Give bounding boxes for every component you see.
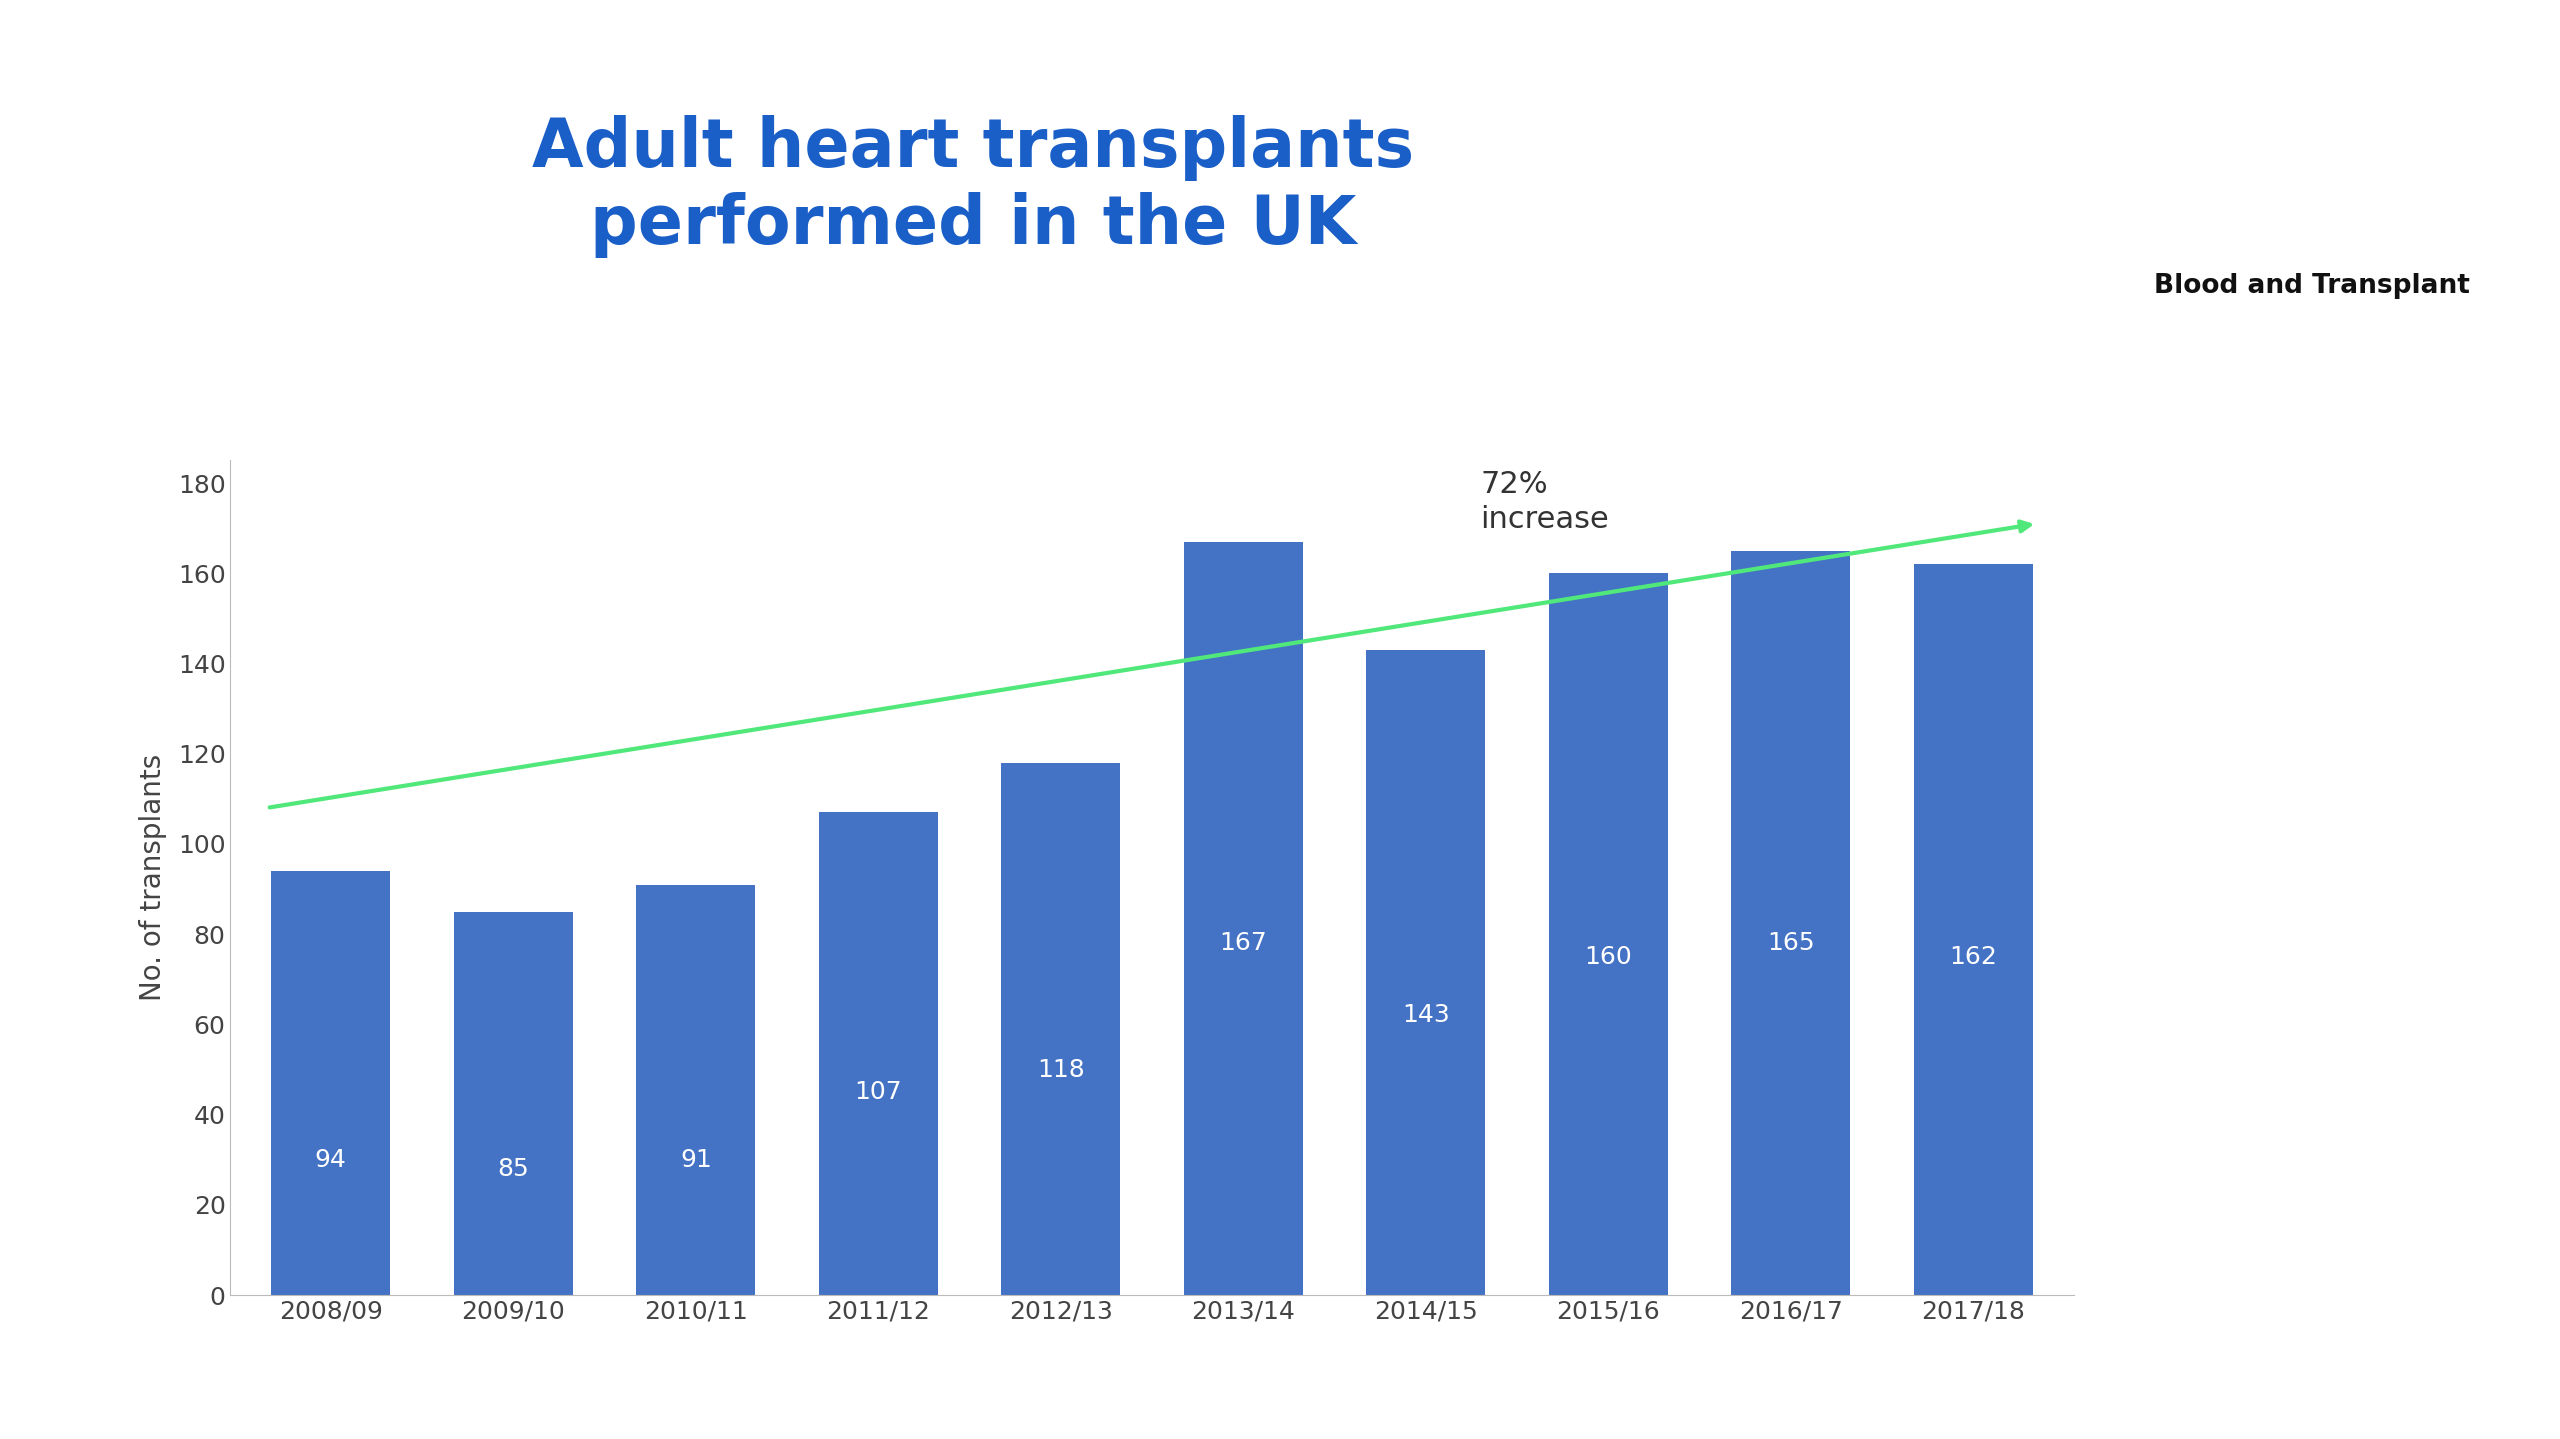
Text: 143: 143 bbox=[1403, 1003, 1449, 1027]
Text: Blood and Transplant: Blood and Transplant bbox=[2153, 273, 2470, 299]
Bar bbox=[1367, 650, 1485, 1295]
Text: 91: 91 bbox=[681, 1148, 712, 1171]
Bar bbox=[1001, 763, 1121, 1295]
Text: Adult heart transplants
performed in the UK: Adult heart transplants performed in the… bbox=[532, 115, 1413, 258]
Text: 107: 107 bbox=[855, 1081, 901, 1104]
Bar bbox=[1915, 564, 2033, 1295]
Y-axis label: No. of transplants: No. of transplants bbox=[138, 754, 166, 1002]
Bar bbox=[271, 871, 389, 1295]
Bar bbox=[453, 912, 573, 1295]
Text: 85: 85 bbox=[497, 1157, 530, 1181]
Bar bbox=[1183, 541, 1303, 1295]
Bar bbox=[819, 813, 937, 1295]
Text: 94: 94 bbox=[315, 1148, 346, 1171]
Text: 162: 162 bbox=[1948, 945, 1997, 968]
Bar bbox=[1549, 573, 1667, 1295]
Bar bbox=[1731, 551, 1851, 1295]
Text: 72%
increase: 72% increase bbox=[1480, 469, 1610, 534]
Text: 167: 167 bbox=[1219, 931, 1267, 955]
Text: 165: 165 bbox=[1766, 931, 1815, 955]
Text: NHS: NHS bbox=[2258, 177, 2363, 219]
Text: 160: 160 bbox=[1585, 945, 1633, 968]
Bar bbox=[637, 885, 755, 1295]
Text: 118: 118 bbox=[1037, 1058, 1085, 1082]
